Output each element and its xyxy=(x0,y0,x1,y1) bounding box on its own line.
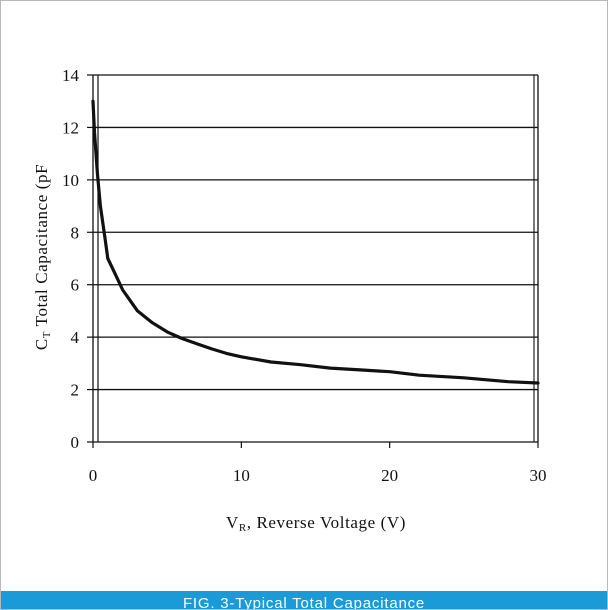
plot-frame xyxy=(87,74,539,448)
y-tick-label-6: 6 xyxy=(71,276,80,295)
y-axis-label: CT Total Capacitance (pF xyxy=(32,164,53,350)
x-axis-label: VR, Reverse Voltage (V) xyxy=(226,513,406,534)
y-tick-label-14: 14 xyxy=(62,66,80,85)
grid-lines xyxy=(93,74,538,443)
x-tick-label-20: 20 xyxy=(381,466,398,485)
y-tick-label-10: 10 xyxy=(62,171,79,190)
y-tick-label-2: 2 xyxy=(71,381,80,400)
x-tick-label-10: 10 xyxy=(233,466,250,485)
figure-caption: FIG. 3-Typical Total Capacitance xyxy=(1,591,607,609)
y-tick-label-12: 12 xyxy=(62,118,79,137)
series-lines xyxy=(91,99,540,385)
x-tick-label-0: 0 xyxy=(89,466,98,485)
y-tick-label-8: 8 xyxy=(71,223,80,242)
tick-labels: 0 2 4 6 8 10 12 14 0 10 20 30 xyxy=(62,66,547,485)
y-tick-label-0: 0 xyxy=(71,433,80,452)
y-tick-label-4: 4 xyxy=(71,328,80,347)
series-line-0 xyxy=(91,99,540,385)
x-tick-label-30: 30 xyxy=(530,466,547,485)
capacitance-chart: 0 2 4 6 8 10 12 14 0 10 20 30 VR, Reverse Voltage (… xyxy=(32,66,547,534)
